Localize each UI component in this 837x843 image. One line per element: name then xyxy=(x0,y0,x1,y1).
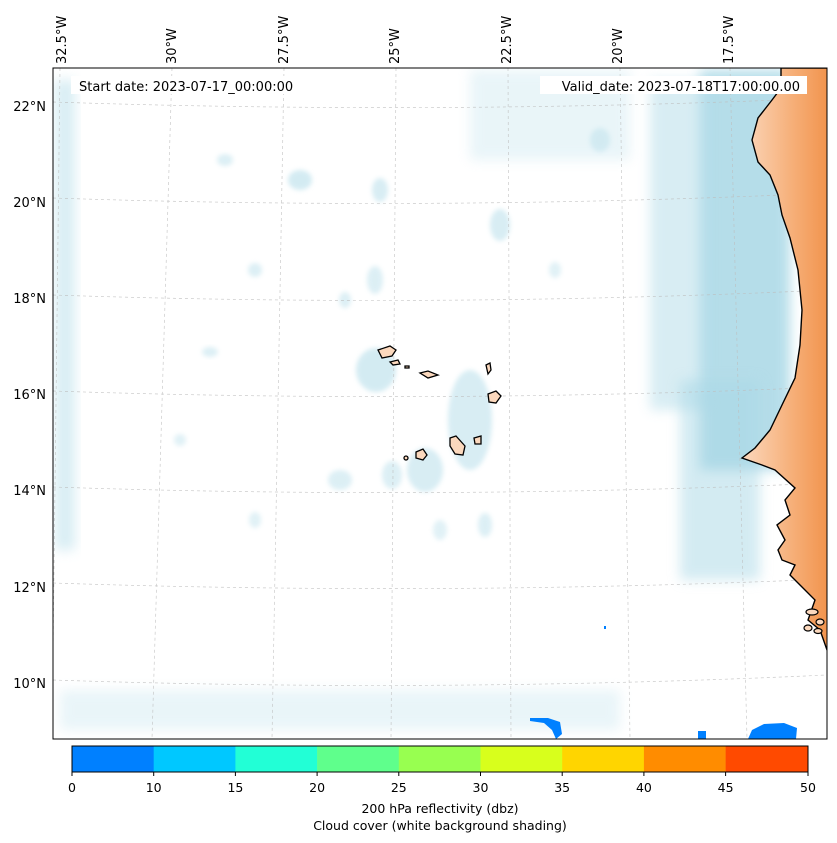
lat-label: 12°N xyxy=(13,581,46,596)
map-plot-area: Start date: 2023-07-17_00:00:00 Valid_da… xyxy=(53,68,827,739)
cape-verde-islands xyxy=(377,345,502,461)
colorbar-subtitle: Cloud cover (white background shading) xyxy=(313,818,567,833)
lon-label: 20°W xyxy=(611,28,626,64)
lat-label: 22°N xyxy=(13,100,46,115)
lat-label: 16°N xyxy=(13,388,46,403)
colorbar-segment xyxy=(562,746,645,772)
colorbar-segment xyxy=(398,746,481,772)
reflectivity-echoes xyxy=(530,626,797,739)
latitude-labels: 22°N 20°N 18°N 16°N 14°N 12°N 10°N xyxy=(13,100,46,692)
colorbar-segment xyxy=(317,746,400,772)
lat-label: 14°N xyxy=(13,484,46,499)
graticule xyxy=(53,68,827,739)
colorbar-tick-label: 50 xyxy=(800,780,816,795)
colorbar-tick-label: 45 xyxy=(718,780,734,795)
lon-label: 30°W xyxy=(165,28,180,64)
lat-label: 10°N xyxy=(13,677,46,692)
longitude-labels: 32.5°W 30°W 27.5°W 25°W 22.5°W 20°W 17.5… xyxy=(55,16,737,64)
colorbar-title: 200 hPa reflectivity (dbz) xyxy=(361,801,518,816)
colorbar-segment xyxy=(153,746,236,772)
coastal-islands xyxy=(803,608,825,635)
colorbar: 0 10 15 20 25 30 35 40 45 50 200 hPa ref… xyxy=(68,745,816,833)
lon-label: 22.5°W xyxy=(500,16,515,64)
valid-date-box xyxy=(540,76,807,94)
valid-date-label: Valid_date: 2023-07-18T17:00:00.00 xyxy=(562,80,800,95)
colorbar-tick-label: 35 xyxy=(554,780,570,795)
colorbar-segment xyxy=(725,746,808,772)
colorbar-tick-label: 25 xyxy=(391,780,407,795)
africa-coastline xyxy=(740,68,827,651)
colorbar-outline xyxy=(71,745,809,773)
colorbar-tick-label: 30 xyxy=(473,780,489,795)
lat-label: 18°N xyxy=(13,292,46,307)
colorbar-tick-label: 15 xyxy=(227,780,243,795)
start-date-label: Start date: 2023-07-17_00:00:00 xyxy=(79,80,293,95)
cloud-cover-shading xyxy=(55,70,790,730)
colorbar-segment xyxy=(72,746,154,772)
colorbar-segment xyxy=(480,746,563,772)
colorbar-segment xyxy=(235,746,318,772)
lat-label: 20°N xyxy=(13,196,46,211)
colorbar-tick-label: 10 xyxy=(146,780,162,795)
map-frame xyxy=(52,67,828,740)
colorbar-ticks xyxy=(71,772,809,776)
start-date-box xyxy=(71,76,313,94)
colorbar-tick-label: 40 xyxy=(636,780,652,795)
colorbar-segment xyxy=(643,746,726,772)
colorbar-tick-label: 0 xyxy=(68,780,76,795)
lon-label: 25°W xyxy=(388,28,403,64)
lon-label: 17.5°W xyxy=(722,16,737,64)
lon-label: 32.5°W xyxy=(55,16,70,64)
lon-label: 27.5°W xyxy=(277,16,292,64)
colorbar-tick-label: 20 xyxy=(309,780,325,795)
